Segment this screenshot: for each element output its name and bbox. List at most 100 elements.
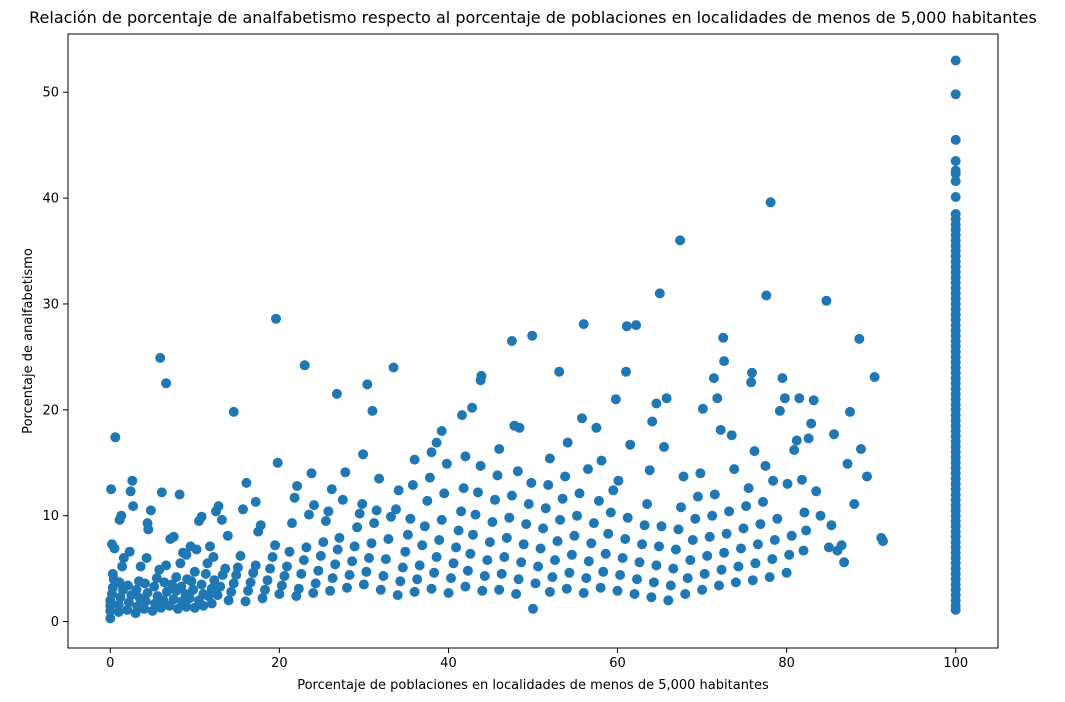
data-point bbox=[730, 577, 741, 588]
data-point bbox=[484, 537, 495, 548]
data-point bbox=[654, 288, 665, 299]
data-point bbox=[310, 578, 321, 589]
data-point bbox=[279, 571, 290, 581]
data-point bbox=[477, 585, 488, 596]
data-point bbox=[270, 540, 281, 551]
data-point bbox=[272, 457, 283, 468]
data-point bbox=[811, 486, 822, 497]
data-point bbox=[426, 583, 437, 594]
data-point bbox=[821, 295, 832, 306]
data-point bbox=[284, 546, 295, 557]
data-point bbox=[950, 176, 961, 187]
chart-title: Relación de porcentaje de analfabetismo … bbox=[29, 8, 1037, 27]
data-point bbox=[473, 487, 483, 498]
data-point bbox=[750, 558, 761, 569]
data-point bbox=[839, 557, 850, 568]
data-point bbox=[595, 582, 606, 593]
data-point bbox=[856, 444, 866, 454]
data-point bbox=[714, 580, 724, 591]
data-point bbox=[167, 579, 177, 590]
data-point bbox=[651, 398, 662, 409]
data-point bbox=[262, 575, 273, 586]
data-point bbox=[544, 586, 555, 597]
data-point bbox=[752, 539, 763, 550]
y-tick-label: 50 bbox=[42, 86, 59, 101]
data-point bbox=[574, 488, 585, 499]
data-point bbox=[326, 484, 337, 495]
data-point bbox=[554, 366, 565, 377]
data-point bbox=[231, 570, 242, 580]
data-point bbox=[782, 478, 793, 489]
data-point bbox=[768, 475, 779, 486]
data-point bbox=[673, 524, 684, 535]
data-point bbox=[569, 530, 580, 541]
data-point bbox=[391, 504, 401, 515]
data-point bbox=[315, 550, 326, 561]
data-point bbox=[697, 403, 708, 414]
data-point bbox=[644, 465, 655, 476]
data-point bbox=[777, 373, 788, 384]
data-point bbox=[523, 499, 534, 509]
data-point bbox=[543, 480, 554, 490]
data-point bbox=[518, 539, 529, 550]
data-point bbox=[362, 379, 373, 390]
data-point bbox=[530, 578, 541, 589]
data-point bbox=[308, 588, 319, 598]
data-point bbox=[349, 541, 360, 552]
data-point bbox=[232, 562, 243, 573]
data-point bbox=[842, 458, 853, 469]
data-point bbox=[323, 506, 334, 517]
data-point bbox=[313, 565, 324, 576]
data-point bbox=[511, 589, 522, 599]
data-point bbox=[741, 501, 752, 512]
data-point bbox=[175, 558, 186, 569]
data-point bbox=[327, 573, 338, 584]
data-point bbox=[228, 406, 239, 417]
data-point bbox=[198, 600, 209, 611]
data-point bbox=[468, 529, 478, 540]
data-point bbox=[460, 451, 471, 462]
data-point bbox=[462, 565, 473, 576]
data-point bbox=[588, 518, 599, 529]
data-point bbox=[772, 513, 783, 524]
x-tick-label: 0 bbox=[106, 656, 114, 671]
data-point bbox=[854, 333, 865, 344]
data-point bbox=[586, 538, 597, 549]
x-axis-label: Porcentaje de poblaciones en localidades… bbox=[297, 678, 769, 693]
data-point bbox=[765, 197, 776, 208]
data-point bbox=[334, 532, 345, 543]
data-point bbox=[950, 156, 961, 166]
data-point bbox=[176, 581, 187, 592]
data-point bbox=[347, 556, 358, 567]
data-point bbox=[135, 561, 146, 572]
data-point bbox=[431, 552, 442, 562]
y-axis-ticks: 0 10 20 30 40 50 bbox=[42, 86, 68, 630]
data-point bbox=[367, 405, 378, 416]
data-point bbox=[506, 336, 517, 346]
data-point bbox=[371, 505, 382, 516]
data-point bbox=[622, 512, 633, 523]
data-point bbox=[560, 471, 571, 482]
data-point bbox=[145, 505, 156, 516]
data-point bbox=[629, 589, 640, 599]
data-point bbox=[282, 561, 292, 572]
data-point bbox=[443, 588, 454, 598]
data-point bbox=[424, 472, 435, 483]
data-point bbox=[436, 514, 447, 525]
data-point bbox=[250, 496, 261, 507]
data-point bbox=[608, 485, 619, 496]
data-point bbox=[612, 585, 623, 596]
data-point bbox=[378, 571, 389, 581]
data-point bbox=[561, 583, 572, 594]
data-point bbox=[434, 535, 445, 545]
data-point bbox=[490, 494, 500, 505]
data-point bbox=[747, 575, 758, 586]
data-point bbox=[670, 544, 681, 555]
data-point bbox=[358, 579, 369, 590]
data-point bbox=[479, 571, 490, 581]
data-point bbox=[123, 580, 133, 591]
data-point bbox=[292, 481, 303, 491]
data-point bbox=[591, 422, 602, 433]
data-point bbox=[318, 537, 329, 548]
data-point bbox=[436, 426, 447, 436]
